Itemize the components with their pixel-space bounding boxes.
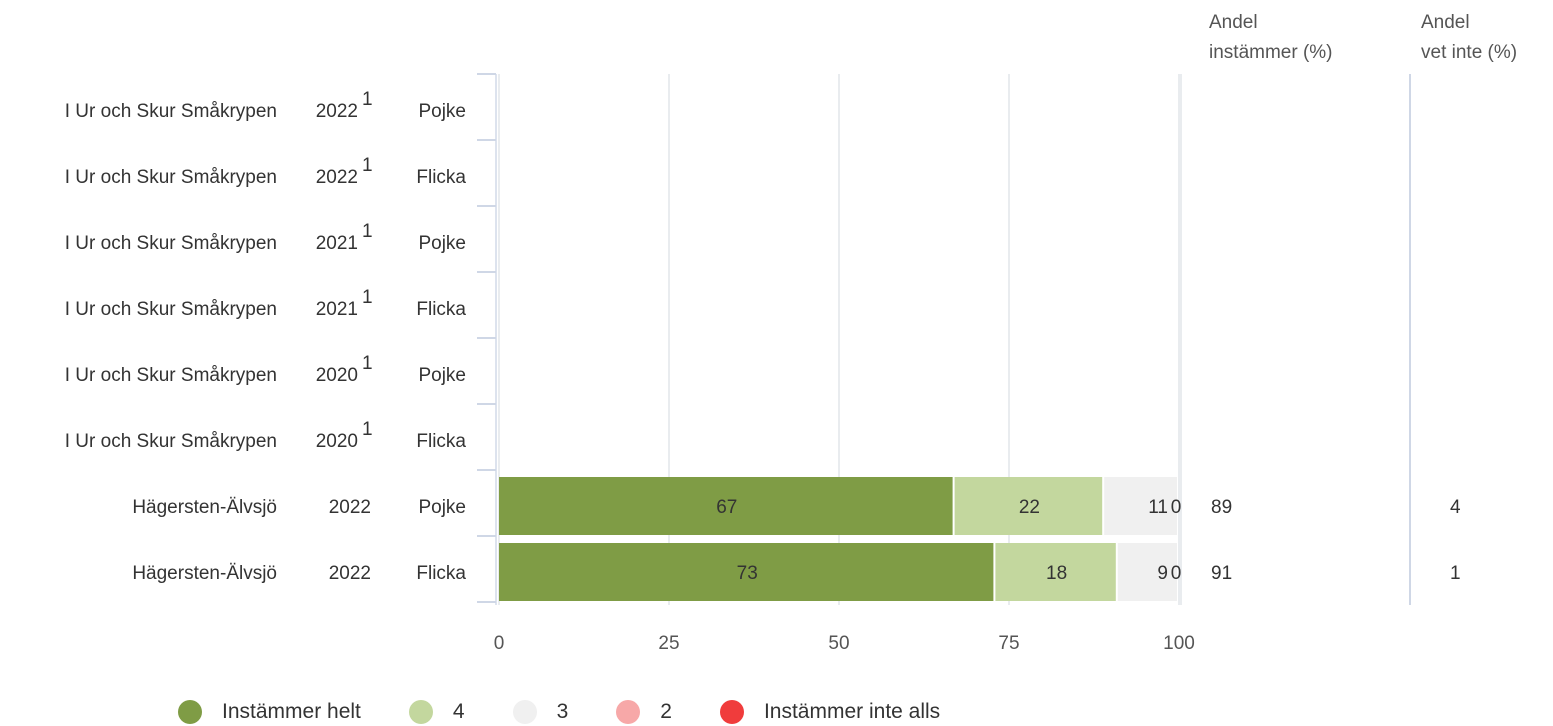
bar-segment bbox=[1104, 477, 1177, 535]
bar-value-label: 22 bbox=[1019, 497, 1040, 518]
dontknow-share-value: 4 bbox=[1450, 497, 1461, 518]
row-name-label: I Ur och Skur Småkrypen bbox=[65, 299, 277, 320]
dontknow-share-value: 1 bbox=[1450, 563, 1461, 584]
header-agree-line1: Andel bbox=[1209, 12, 1258, 33]
bar-segment bbox=[1117, 543, 1177, 601]
legend-item-2[interactable]: 2 bbox=[616, 700, 672, 724]
legend-label: Instämmer helt bbox=[222, 700, 361, 723]
header-agree: Andel instämmer (%) bbox=[1209, 8, 1333, 68]
legend-label: Instämmer inte alls bbox=[763, 700, 941, 723]
bar-value-label: 67 bbox=[716, 497, 737, 518]
legend-item-4[interactable]: 4 bbox=[408, 700, 465, 724]
footnote-marker: 1 bbox=[362, 287, 373, 308]
legend-swatch-icon bbox=[178, 700, 202, 724]
legend-item-instammer-helt[interactable]: Instämmer helt bbox=[178, 700, 361, 724]
footnote-marker: 1 bbox=[362, 221, 373, 242]
row-gender-label: Pojke bbox=[418, 497, 466, 518]
row-year-label: 2020 bbox=[316, 431, 358, 452]
row-year-label: 2022 bbox=[329, 563, 371, 584]
bar-value-label: 11 bbox=[1148, 497, 1168, 518]
header-agree-line2: instämmer (%) bbox=[1209, 42, 1333, 63]
header-dontknow-line1: Andel bbox=[1421, 12, 1470, 33]
footnote-marker: 1 bbox=[362, 353, 373, 374]
legend-item-instammer-inte-alls[interactable]: Instämmer inte alls bbox=[719, 700, 941, 724]
x-tick-label: 0 bbox=[494, 633, 505, 654]
bar-value-label: 73 bbox=[737, 563, 758, 584]
legend-label: 4 bbox=[452, 700, 465, 723]
header-dontknow: Andel vet inte (%) bbox=[1421, 8, 1517, 68]
row-year-label: 2021 bbox=[316, 299, 358, 320]
row-name-label: I Ur och Skur Småkrypen bbox=[65, 233, 277, 254]
header-dontknow-line2: vet inte (%) bbox=[1421, 42, 1518, 63]
row-name-label: I Ur och Skur Småkrypen bbox=[65, 167, 277, 188]
agree-share-value: 91 bbox=[1211, 563, 1232, 584]
legend-swatch-icon bbox=[512, 700, 537, 724]
row-name-label: I Ur och Skur Småkrypen bbox=[65, 365, 277, 386]
row-gender-label: Pojke bbox=[418, 101, 466, 122]
bar-value-label: 9 bbox=[1157, 563, 1168, 584]
row-year-label: 2022 bbox=[316, 101, 358, 122]
x-tick-label: 50 bbox=[828, 633, 849, 654]
row-gender-label: Flicka bbox=[416, 431, 466, 452]
bar-value-label: 0 bbox=[1171, 497, 1182, 518]
x-tick-label: 75 bbox=[998, 633, 1019, 654]
legend-item-3[interactable]: 3 bbox=[512, 700, 569, 724]
bar-value-label: 0 bbox=[1171, 563, 1182, 584]
row-year-label: 2021 bbox=[316, 233, 358, 254]
x-tick-label: 25 bbox=[658, 633, 679, 654]
row-year-label: 2022 bbox=[329, 497, 371, 518]
bar-segment bbox=[954, 477, 1103, 535]
legend-swatch-icon bbox=[408, 700, 433, 724]
row-name-label: Hägersten-Älvsjö bbox=[132, 563, 277, 584]
row-name-label: I Ur och Skur Småkrypen bbox=[65, 431, 277, 452]
row-gender-label: Flicka bbox=[416, 167, 466, 188]
legend-label: 2 bbox=[660, 700, 672, 723]
row-name-label: I Ur och Skur Småkrypen bbox=[65, 101, 277, 122]
row-gender-label: Flicka bbox=[416, 299, 466, 320]
legend-swatch-icon bbox=[616, 700, 641, 724]
bar-segment bbox=[499, 477, 953, 535]
row-gender-label: Flicka bbox=[416, 563, 466, 584]
row-year-label: 2022 bbox=[316, 167, 358, 188]
x-tick-label: 100 bbox=[1163, 633, 1195, 654]
legend: Instämmer helt 4 3 2 Instämmer inte alls bbox=[178, 700, 988, 724]
bar-value-label: 18 bbox=[1046, 563, 1067, 584]
row-gender-label: Pojke bbox=[418, 365, 466, 386]
legend-label: 3 bbox=[556, 700, 569, 723]
footnote-marker: 1 bbox=[362, 419, 373, 440]
agree-share-value: 89 bbox=[1211, 497, 1232, 518]
footnote-marker: 1 bbox=[362, 89, 373, 110]
legend-swatch-icon bbox=[719, 700, 744, 724]
bar-segment bbox=[499, 543, 994, 601]
row-year-label: 2020 bbox=[316, 365, 358, 386]
row-gender-label: Pojke bbox=[418, 233, 466, 254]
bar-segment bbox=[995, 543, 1116, 601]
row-name-label: Hägersten-Älvsjö bbox=[132, 497, 277, 518]
footnote-marker: 1 bbox=[362, 155, 373, 176]
